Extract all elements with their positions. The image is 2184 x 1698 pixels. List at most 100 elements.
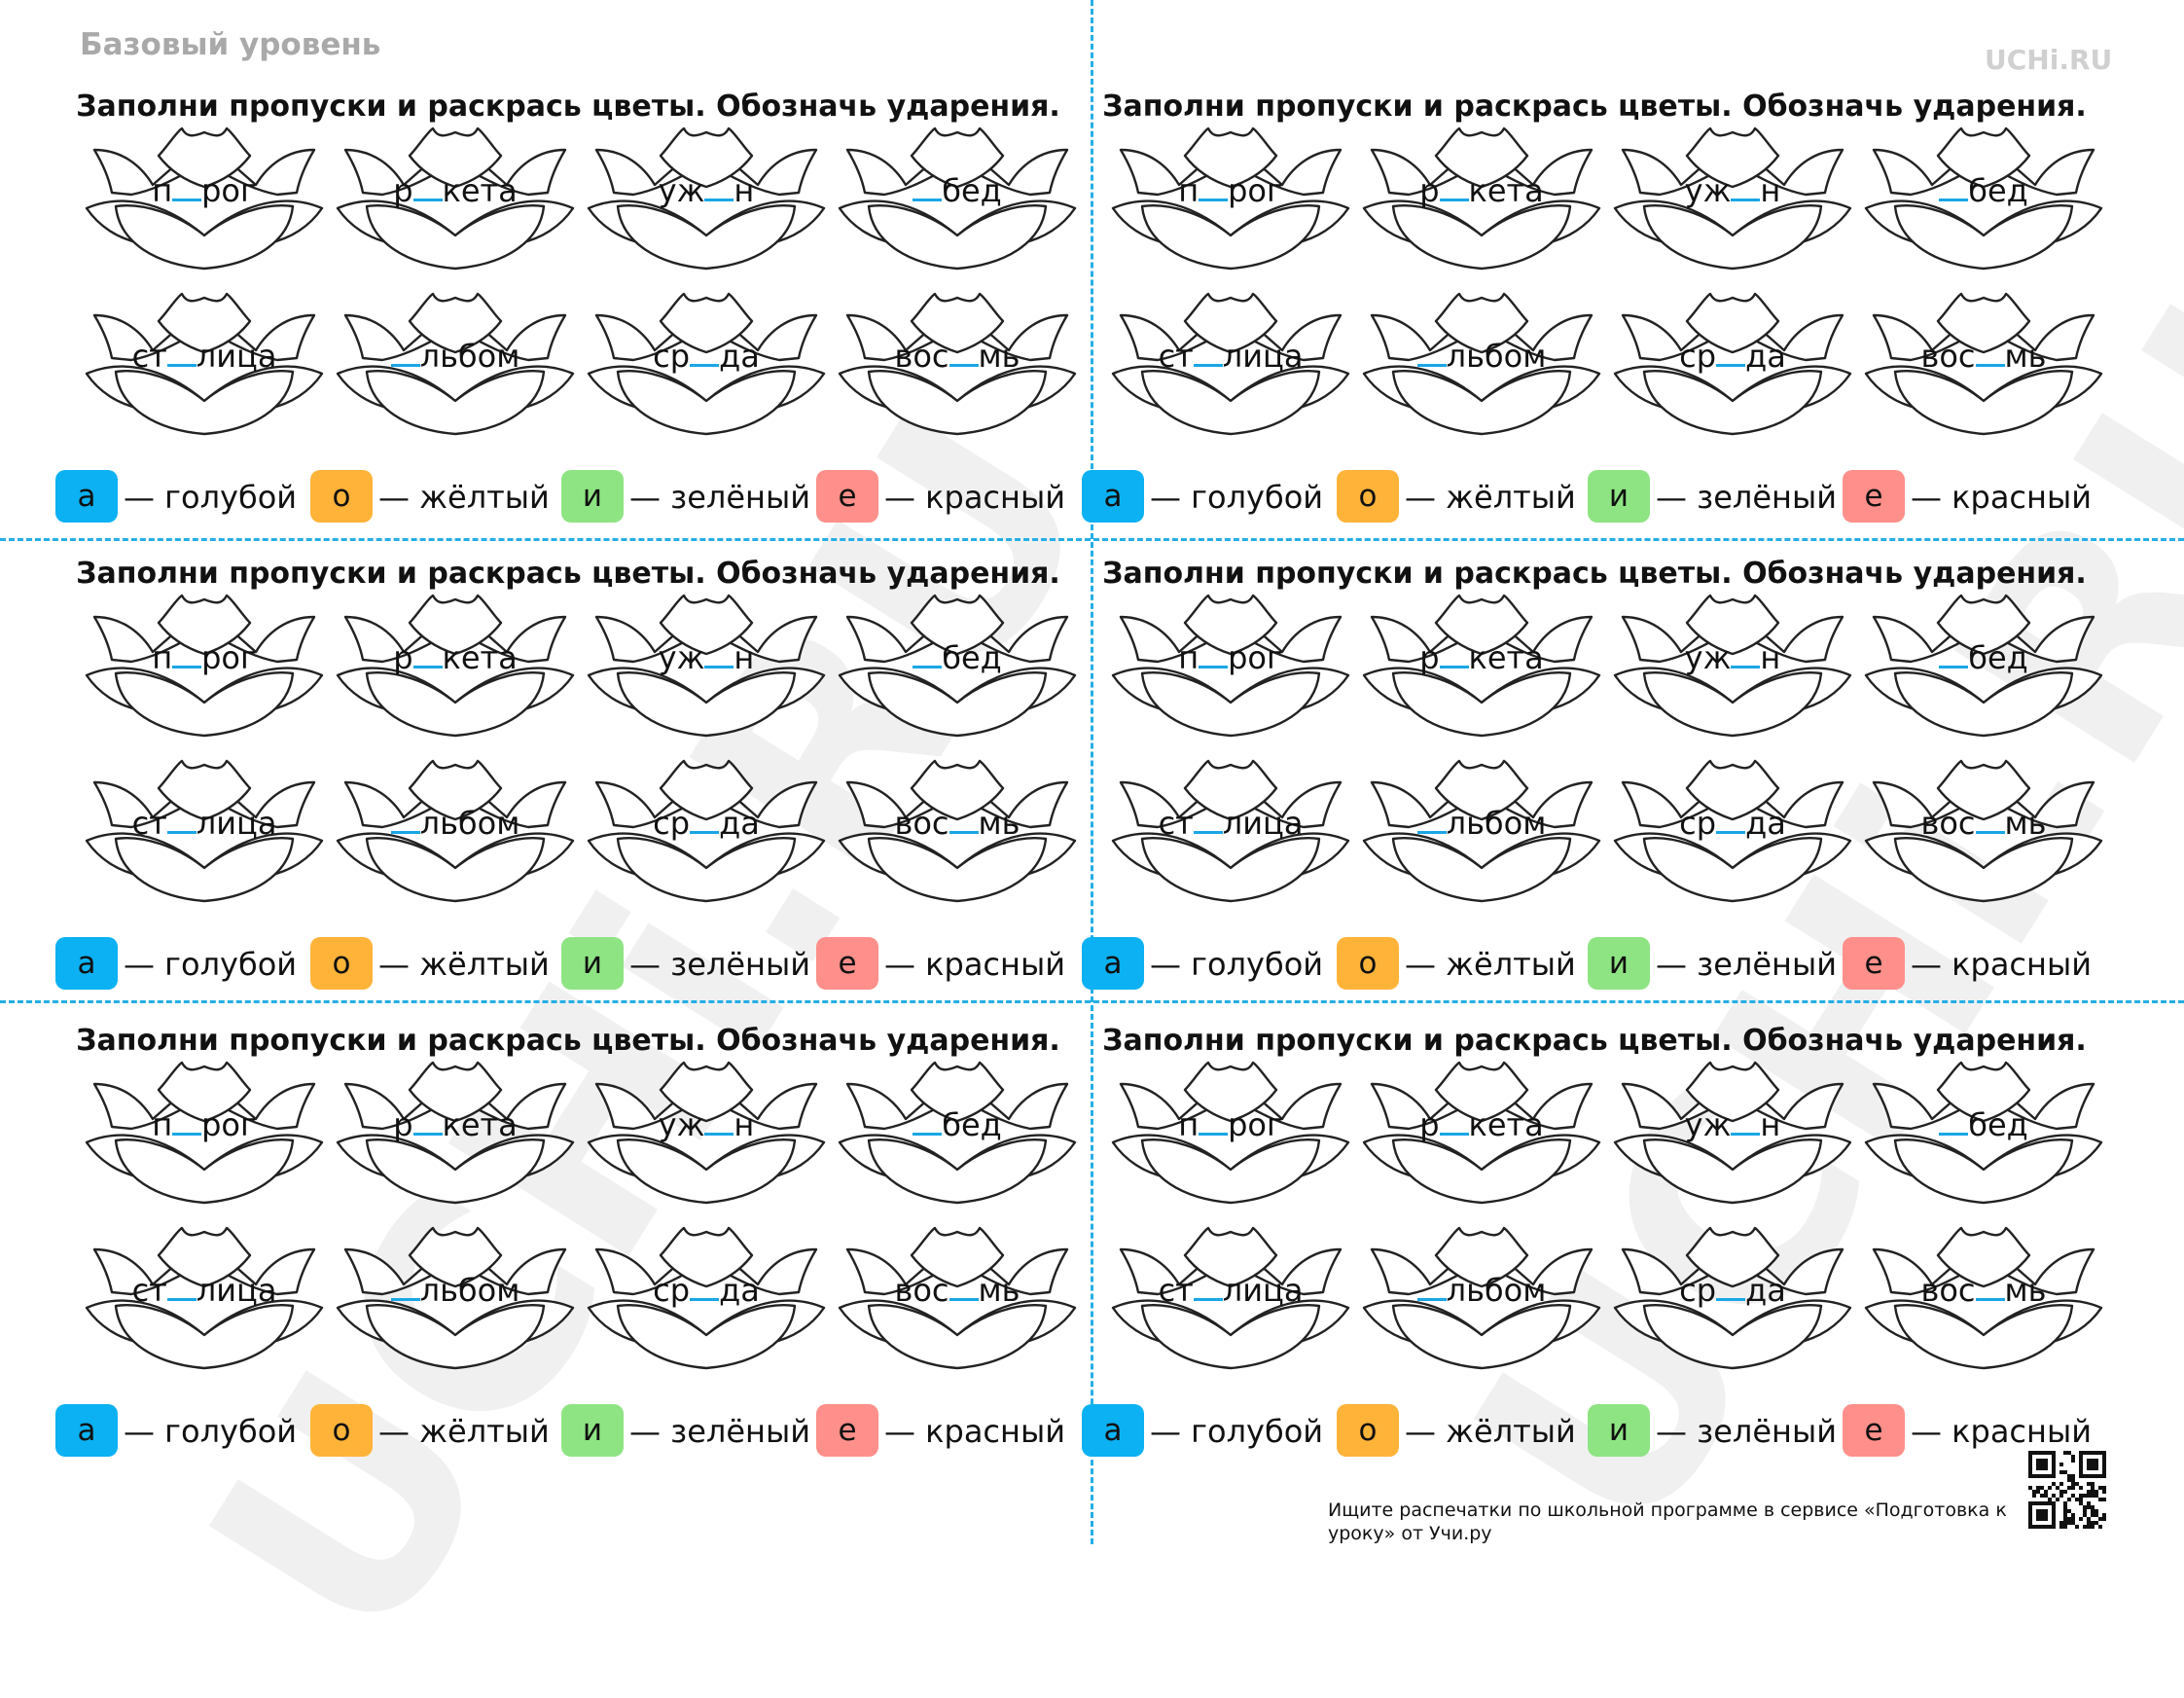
flower-word-item[interactable]: р кета [1360,126,1603,282]
letter-blank[interactable] [690,806,720,834]
letter-blank[interactable] [390,1273,420,1301]
flower-word-item[interactable]: ст лица [1109,759,1352,915]
flower-word-item[interactable]: вос мь [836,292,1079,448]
flower-word-item[interactable]: р кета [334,126,577,282]
flower-word-item[interactable]: ср да [1611,1226,1854,1382]
flower-word-item[interactable]: п рог [1109,1061,1352,1216]
word-suffix: да [1745,805,1786,842]
flower-word-item[interactable]: вос мь [1862,759,2105,915]
letter-blank[interactable] [690,1273,720,1301]
letter-blank[interactable] [1193,1273,1223,1301]
letter-blank[interactable] [1939,1107,1969,1136]
letter-blank[interactable] [390,806,420,834]
flower-word-item[interactable]: вос мь [836,759,1079,915]
letter-blank[interactable] [390,339,420,367]
flower-word-item[interactable]: р кета [1360,1061,1603,1216]
letter-blank[interactable] [1416,339,1447,367]
flower-word-item[interactable]: ст лица [1109,292,1352,448]
letter-blank[interactable] [1975,806,2005,834]
flower-word-item[interactable]: бед [836,594,1079,749]
letter-blank[interactable] [949,1273,979,1301]
letter-blank[interactable] [1193,806,1223,834]
letter-blank[interactable] [1939,640,1969,668]
letter-blank[interactable] [1716,806,1746,834]
lotus-flower-icon [336,1226,575,1370]
letter-blank[interactable] [704,640,734,668]
flower-word-item[interactable]: льбом [1360,1226,1603,1382]
flower-word-item[interactable]: п рог [83,1061,326,1216]
flower-word-item[interactable]: льбом [1360,292,1603,448]
letter-blank[interactable] [172,173,202,201]
letter-blank[interactable] [1199,640,1229,668]
letter-blank[interactable] [1975,1273,2005,1301]
flower-word-item[interactable]: вос мь [1862,292,2105,448]
flower-word-item[interactable]: уж н [1611,126,1854,282]
letter-blank[interactable] [1439,173,1469,201]
flower-word-item[interactable]: ср да [1611,759,1854,915]
flower-word-item[interactable]: ст лица [83,292,326,448]
flower-word-item[interactable]: п рог [83,594,326,749]
flower-word-item[interactable]: вос мь [1862,1226,2105,1382]
letter-blank[interactable] [1975,339,2005,367]
letter-blank[interactable] [1199,173,1229,201]
flower-word-item[interactable]: бед [1862,1061,2105,1216]
letter-blank[interactable] [913,173,943,201]
flower-word-item[interactable]: уж н [585,594,828,749]
letter-blank[interactable] [913,640,943,668]
letter-blank[interactable] [166,339,197,367]
flower-word-item[interactable]: п рог [1109,126,1352,282]
letter-blank[interactable] [166,806,197,834]
letter-blank[interactable] [949,339,979,367]
flower-word-item[interactable]: бед [1862,126,2105,282]
letter-blank[interactable] [1731,173,1761,201]
letter-blank[interactable] [913,1107,943,1136]
letter-blank[interactable] [1731,1107,1761,1136]
flower-word-item[interactable]: ст лица [1109,1226,1352,1382]
flower-word-item[interactable]: ср да [1611,292,1854,448]
letter-blank[interactable] [1439,1107,1469,1136]
flower-word-item[interactable]: р кета [334,1061,577,1216]
flower-word-item[interactable]: ст лица [83,1226,326,1382]
flower-word-item[interactable]: п рог [1109,594,1352,749]
letter-blank[interactable] [1416,1273,1447,1301]
flower-word-item[interactable]: льбом [1360,759,1603,915]
letter-blank[interactable] [1716,339,1746,367]
letter-blank[interactable] [412,1107,443,1136]
letter-blank[interactable] [1199,1107,1229,1136]
letter-blank[interactable] [1731,640,1761,668]
letter-blank[interactable] [1416,806,1447,834]
flower-word-item[interactable]: бед [836,126,1079,282]
flower-word-item[interactable]: льбом [334,1226,577,1382]
flower-word-item[interactable]: ср да [585,292,828,448]
letter-blank[interactable] [704,1107,734,1136]
flower-word-item[interactable]: бед [836,1061,1079,1216]
flower-word-item[interactable]: бед [1862,594,2105,749]
letter-blank[interactable] [690,339,720,367]
flower-word-item[interactable]: уж н [1611,594,1854,749]
flower-word-item[interactable]: льбом [334,759,577,915]
letter-blank[interactable] [949,806,979,834]
flower-word-item[interactable]: уж н [585,1061,828,1216]
flower-word-item[interactable]: ср да [585,1226,828,1382]
letter-blank[interactable] [1716,1273,1746,1301]
letter-blank[interactable] [412,173,443,201]
letter-blank[interactable] [172,640,202,668]
letter-blank[interactable] [704,173,734,201]
word-suffix: да [719,805,760,842]
letter-blank[interactable] [1193,339,1223,367]
word-suffix: да [1745,1272,1786,1309]
flower-word-item[interactable]: ст лица [83,759,326,915]
letter-blank[interactable] [172,1107,202,1136]
flower-word-item[interactable]: льбом [334,292,577,448]
letter-blank[interactable] [166,1273,197,1301]
flower-word-item[interactable]: п рог [83,126,326,282]
flower-word-item[interactable]: р кета [1360,594,1603,749]
letter-blank[interactable] [412,640,443,668]
flower-word-item[interactable]: уж н [1611,1061,1854,1216]
letter-blank[interactable] [1439,640,1469,668]
letter-blank[interactable] [1939,173,1969,201]
flower-word-item[interactable]: р кета [334,594,577,749]
flower-word-item[interactable]: ср да [585,759,828,915]
flower-word-item[interactable]: уж н [585,126,828,282]
flower-word-item[interactable]: вос мь [836,1226,1079,1382]
